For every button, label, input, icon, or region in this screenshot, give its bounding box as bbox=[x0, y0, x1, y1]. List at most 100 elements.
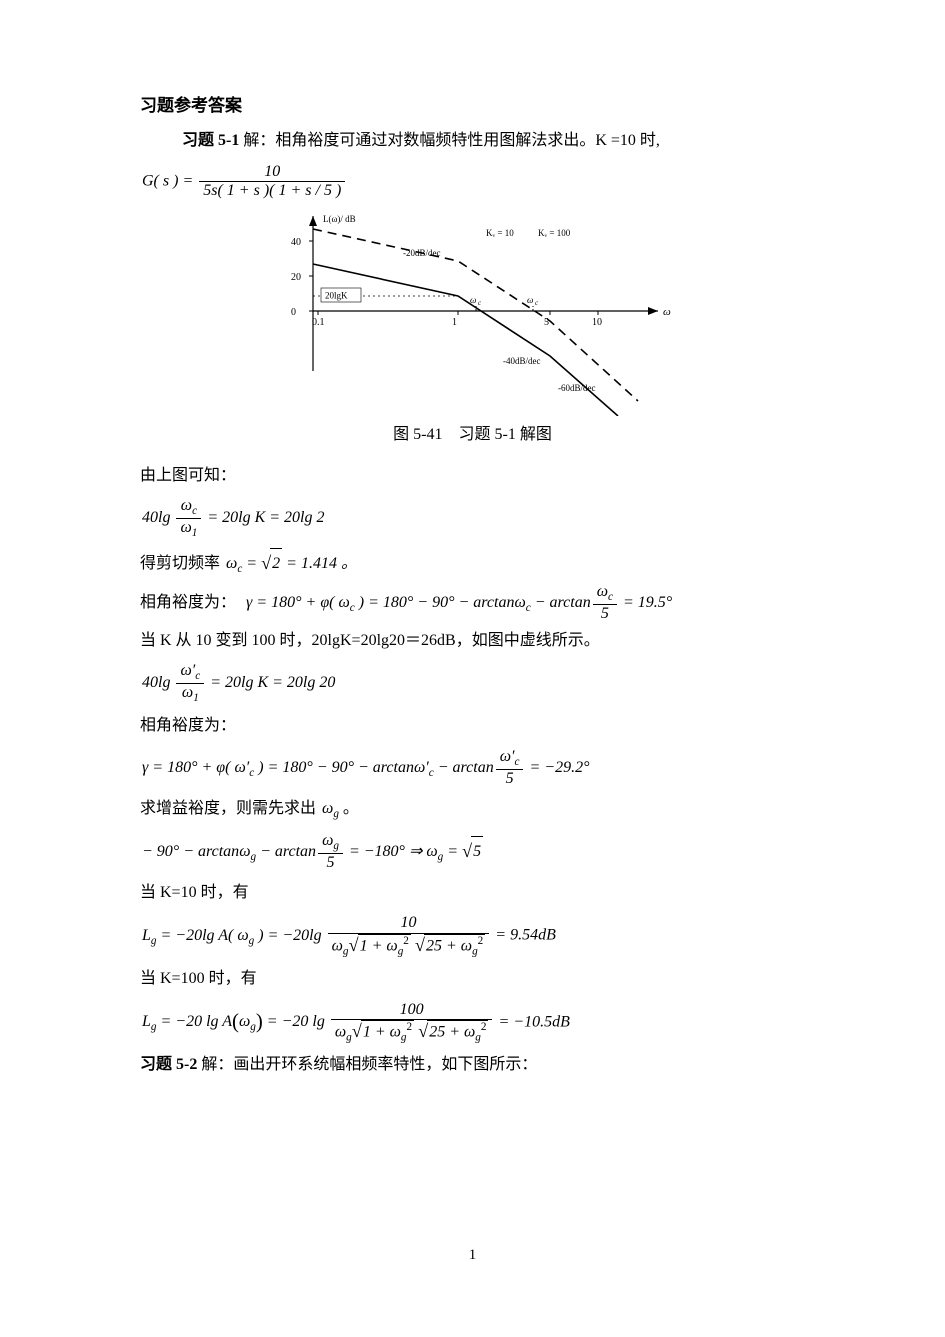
eq3-num-sub: c bbox=[608, 592, 613, 604]
eq6a: − 90° − arctanωg − arctan bbox=[142, 843, 316, 860]
svg-text:-40dB/dec: -40dB/dec bbox=[503, 356, 541, 366]
eq3-frac: ωc5 bbox=[593, 583, 617, 623]
eq6-frac: ωg 5 bbox=[318, 832, 343, 872]
t2d: = 1.414 。 bbox=[282, 555, 357, 572]
eq7-den: ωg√1 + ωg2 √25 + ωg2 bbox=[328, 934, 490, 958]
eq6-sqrt: 5 bbox=[471, 836, 483, 867]
svg-text:20: 20 bbox=[291, 272, 301, 283]
eq4-den-sub: 1 bbox=[193, 692, 199, 704]
eq8-frac: 100 ωg√1 + ωg2 √25 + ωg2 bbox=[331, 1001, 493, 1045]
svg-text:10: 10 bbox=[592, 317, 602, 328]
problem-5-1-line: 习题 5-1 解：相角裕度可通过对数幅频特性用图解法求出。K =10 时, bbox=[182, 126, 805, 156]
t6b: ω bbox=[322, 800, 333, 817]
problem-5-2-line: 习题 5-2 解：画出开环系统幅相频率特性，如下图所示： bbox=[140, 1050, 805, 1080]
eq5-den: 5 bbox=[496, 770, 524, 788]
eq2-rhs: = 20lg K = 20lg 2 bbox=[207, 509, 324, 526]
t2a: 得剪切频率 bbox=[140, 555, 224, 572]
eq8: Lg = −20 lg A(ωg) = −20 lg 100 ωg√1 + ωg… bbox=[142, 1001, 805, 1045]
svg-text:c: c bbox=[535, 299, 539, 307]
eq4-num-sub: c bbox=[195, 670, 200, 682]
text-8: 当 K=100 时，有 bbox=[140, 964, 805, 994]
eq4-den: ω1 bbox=[176, 684, 204, 705]
eq8-tail: = −10.5dB bbox=[498, 1013, 569, 1030]
svg-text:20lgK: 20lgK bbox=[325, 291, 348, 301]
eq7-frac: 10 ωg√1 + ωg2 √25 + ωg2 bbox=[328, 914, 490, 958]
eq-gs-lhs: G( s ) = bbox=[142, 172, 193, 189]
eq3-den: 5 bbox=[593, 605, 617, 623]
eq2-pre: 40lg bbox=[142, 509, 170, 526]
eq2-den-sub: 1 bbox=[192, 528, 198, 540]
problem-5-2-label: 习题 5-2 bbox=[140, 1056, 197, 1073]
eq8-num: 100 bbox=[331, 1001, 493, 1020]
eq6-den: 5 bbox=[318, 854, 343, 872]
eq5-num-sub: c bbox=[515, 756, 520, 768]
eq7-tail: = 9.54dB bbox=[495, 927, 556, 944]
svg-text:ω: ω bbox=[663, 306, 671, 318]
eq5-num: ω′ bbox=[500, 748, 515, 765]
eq5-tail: = −29.2° bbox=[525, 759, 589, 776]
svg-text:1: 1 bbox=[452, 317, 457, 328]
eq5-body: γ = 180° + φ( ω′c ) = 180° − 90° − arcta… bbox=[142, 759, 494, 776]
svg-text:0.1: 0.1 bbox=[312, 317, 325, 328]
eq4-num: ω′c bbox=[176, 662, 204, 684]
eq2: 40lg ωc ω1 = 20lg K = 20lg 2 bbox=[142, 497, 805, 540]
eq6: − 90° − arctanωg − arctan ωg 5 = −180° ⇒ ω… bbox=[142, 832, 805, 872]
svg-text:40: 40 bbox=[291, 237, 301, 248]
text-3: 相角裕度为： γ = 180° + φ( ωc ) = 180° − 90° −… bbox=[140, 583, 805, 623]
bode-plot: 20lgKL(ω)/ dBω020400.11510ωcωc-20dB/decK… bbox=[140, 206, 805, 416]
t2-sqrt: 2 bbox=[270, 548, 282, 579]
eq-gs-num: 10 bbox=[199, 163, 345, 182]
text-6: 求增益裕度，则需先求出 ωg 。 bbox=[140, 794, 805, 825]
page: 习题参考答案 习题 5-1 解：相角裕度可通过对数幅频特性用图解法求出。K =1… bbox=[0, 0, 945, 1309]
eq2-num-sym: ω bbox=[181, 497, 192, 514]
eq-gs: G( s ) = 10 5s( 1 + s )( 1 + s / 5 ) bbox=[142, 163, 805, 201]
text-2: 得剪切频率 ωc = √2 = 1.414 。 bbox=[140, 546, 805, 581]
eq2-num-sub: c bbox=[192, 505, 197, 517]
bode-svg: 20lgKL(ω)/ dBω020400.11510ωcωc-20dB/decK… bbox=[258, 206, 688, 416]
eq7-num: 10 bbox=[328, 914, 490, 933]
text-1: 由上图可知： bbox=[140, 461, 805, 491]
eq4: 40lg ω′c ω1 = 20lg K = 20lg 20 bbox=[142, 662, 805, 705]
eq7-lhs: Lg = −20lg A( ωg ) = −20lg bbox=[142, 927, 326, 944]
svg-text:ω: ω bbox=[527, 295, 533, 305]
eq6b: = −180° ⇒ ωg = bbox=[345, 843, 462, 860]
eq3-num: ω bbox=[597, 583, 608, 600]
t2c: = bbox=[242, 555, 261, 572]
eq2-num: ωc bbox=[176, 497, 201, 519]
eq2-den-sym: ω bbox=[180, 519, 191, 536]
svg-text:0: 0 bbox=[291, 307, 296, 318]
eq6-num-sub: g bbox=[333, 840, 339, 852]
eq4-pre: 40lg bbox=[142, 674, 170, 691]
doc-title: 习题参考答案 bbox=[140, 90, 805, 122]
eq3-tail: = 19.5° bbox=[619, 594, 672, 611]
eq2-den: ω1 bbox=[176, 519, 201, 540]
eq-gs-frac: 10 5s( 1 + s )( 1 + s / 5 ) bbox=[199, 163, 345, 201]
t6c: 。 bbox=[339, 800, 359, 817]
eq5-frac: ω′c 5 bbox=[496, 748, 524, 788]
t6a: 求增益裕度，则需先求出 bbox=[140, 800, 320, 817]
figure-caption: 图 5-41 习题 5-1 解图 bbox=[140, 420, 805, 450]
t3-label: 相角裕度为： bbox=[140, 594, 236, 611]
eq8-den: ωg√1 + ωg2 √25 + ωg2 bbox=[331, 1020, 493, 1044]
svg-text:5: 5 bbox=[544, 317, 549, 328]
eq8-lhs: Lg = −20 lg A(ωg) = −20 lg bbox=[142, 1013, 329, 1030]
eq5: γ = 180° + φ( ω′c ) = 180° − 90° − arcta… bbox=[142, 748, 805, 788]
problem-5-1-label: 习题 5-1 bbox=[182, 132, 239, 149]
eq6-num: ω bbox=[322, 832, 333, 849]
svg-text:-60dB/dec: -60dB/dec bbox=[558, 383, 596, 393]
text-5: 相角裕度为： bbox=[140, 711, 805, 741]
eq2-frac: ωc ω1 bbox=[176, 497, 201, 540]
eq4-frac: ω′c ω1 bbox=[176, 662, 204, 705]
eq4-num-sym: ω′ bbox=[180, 662, 195, 679]
problem-5-2-intro: 解：画出开环系统幅相频率特性，如下图所示： bbox=[197, 1056, 537, 1073]
svg-text:c: c bbox=[478, 299, 482, 307]
svg-text:Kᵥ = 100: Kᵥ = 100 bbox=[538, 228, 571, 238]
svg-text:ω: ω bbox=[470, 295, 476, 305]
text-7: 当 K=10 时，有 bbox=[140, 878, 805, 908]
t2b: ω bbox=[226, 555, 237, 572]
svg-text:-20dB/dec: -20dB/dec bbox=[403, 248, 441, 258]
page-number: 1 bbox=[140, 1241, 805, 1270]
eq7: Lg = −20lg A( ωg ) = −20lg 10 ωg√1 + ωg2… bbox=[142, 914, 805, 958]
eq-gs-den: 5s( 1 + s )( 1 + s / 5 ) bbox=[199, 182, 345, 200]
svg-text:Kᵥ = 10: Kᵥ = 10 bbox=[486, 228, 514, 238]
